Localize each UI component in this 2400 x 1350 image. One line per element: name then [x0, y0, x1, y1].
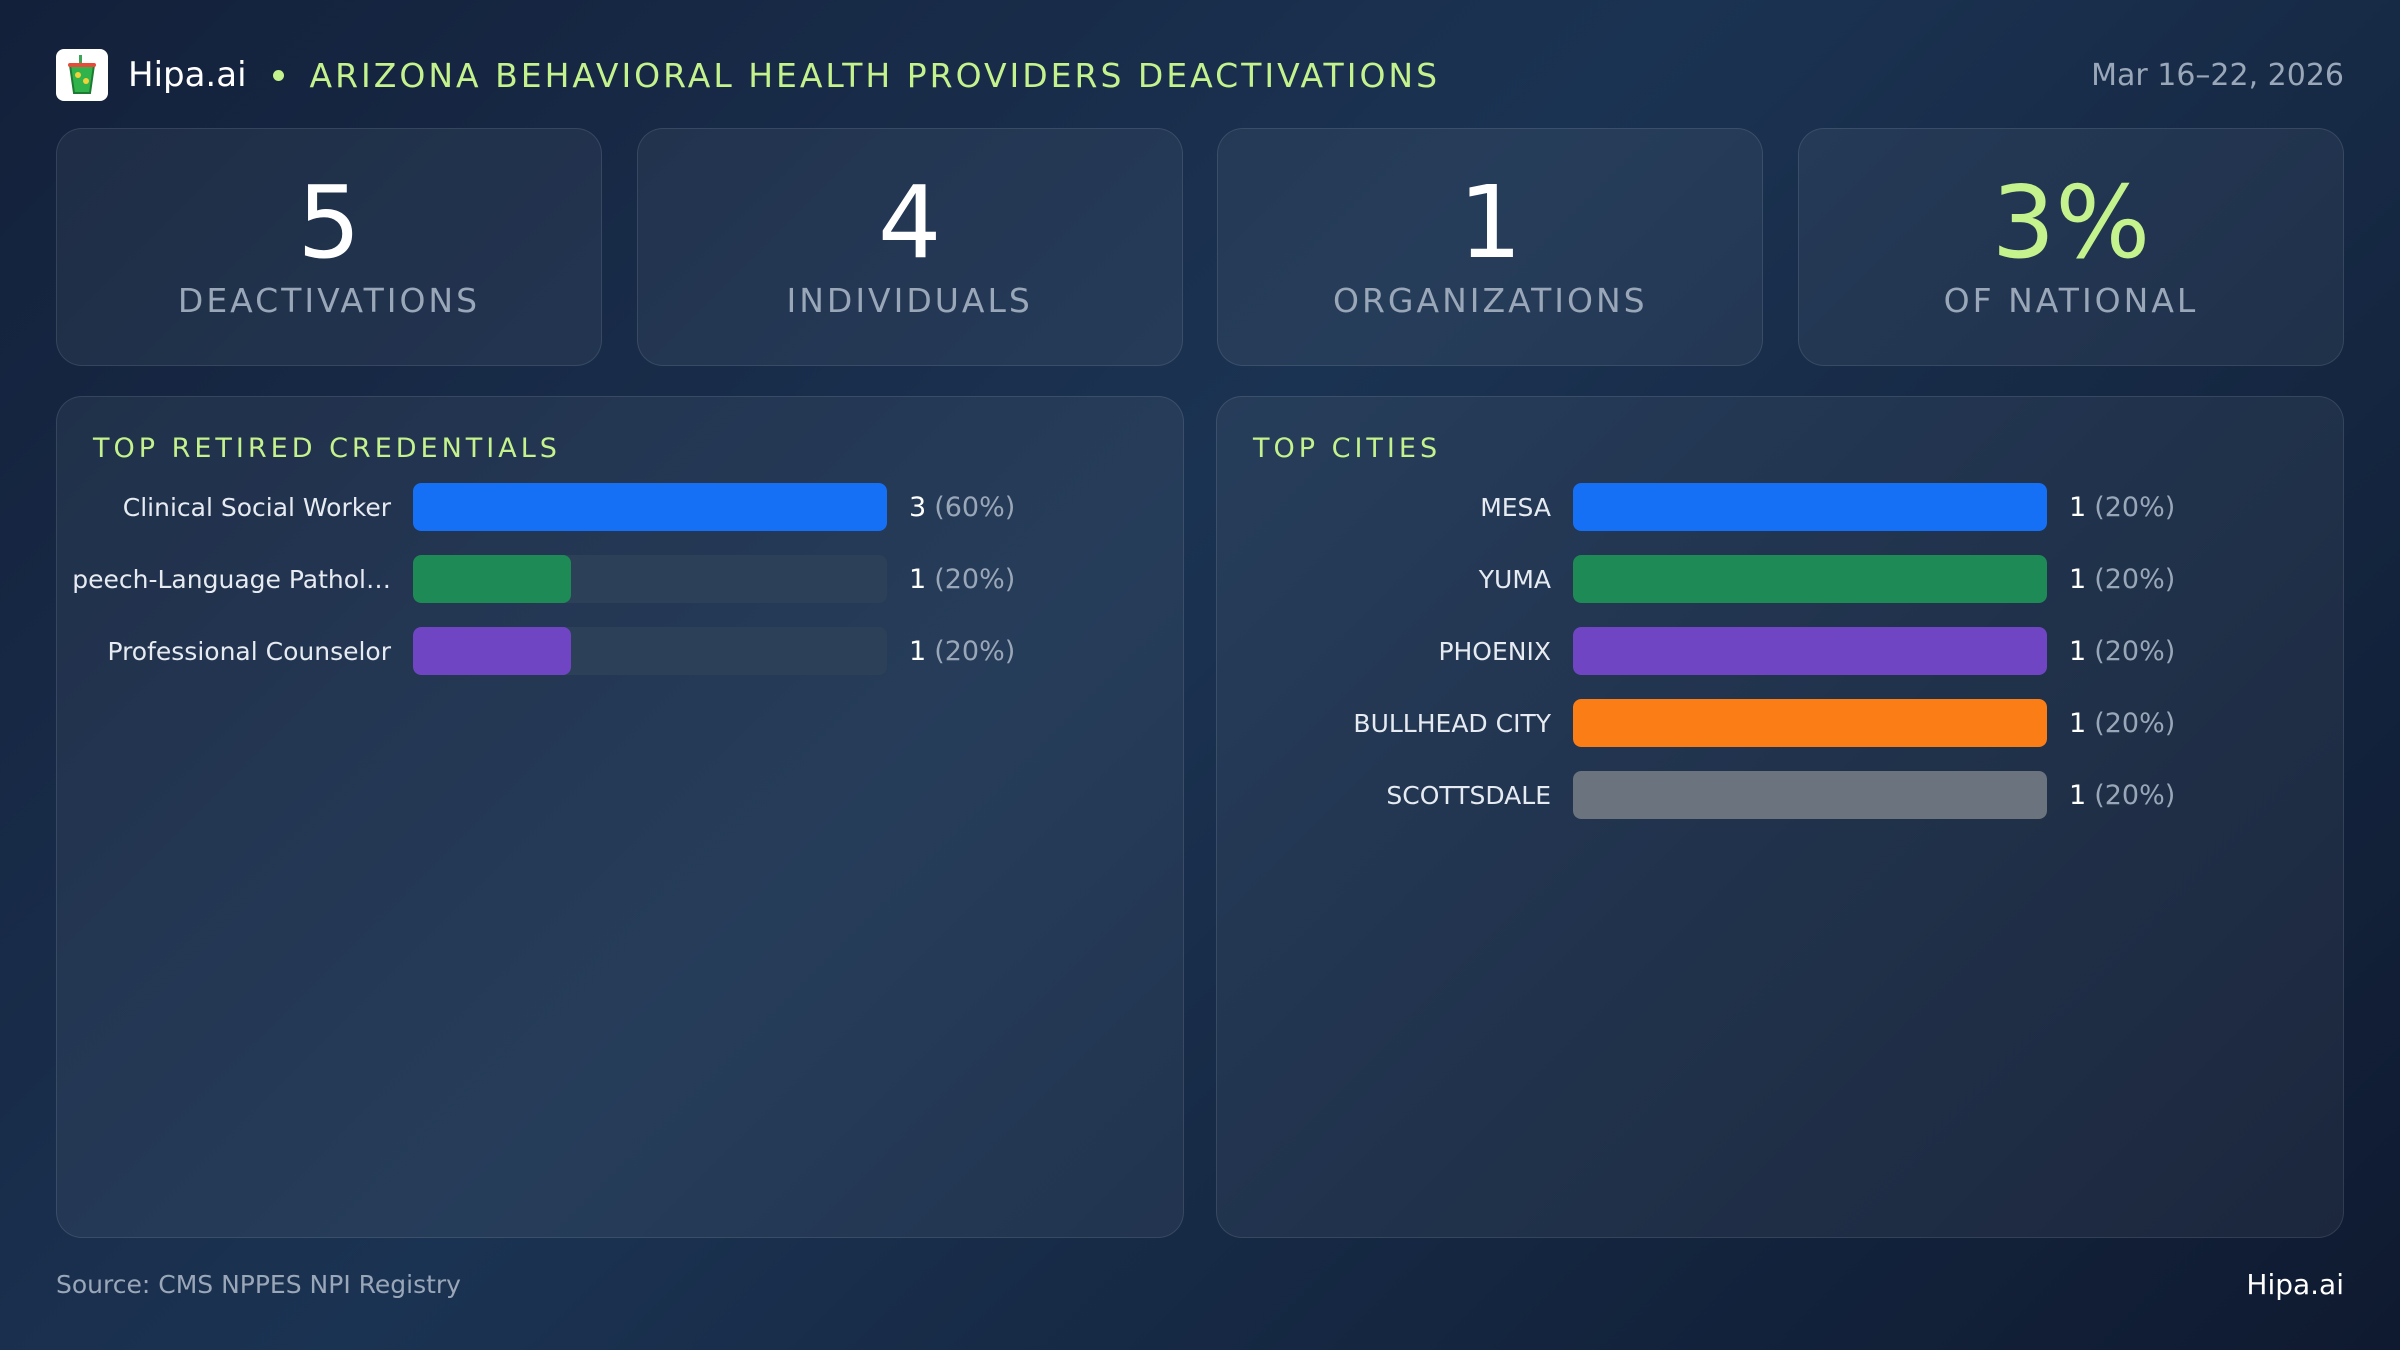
bar-percent: (20%): [934, 563, 1016, 595]
page-title: ARIZONA BEHAVIORAL HEALTH PROVIDERS DEAC…: [309, 55, 1441, 95]
bar-label: MESA: [1480, 492, 1551, 522]
cup-icon: [56, 49, 108, 101]
stat-card-individuals: 4 INDIVIDUALS: [636, 128, 1183, 366]
bar-fill: [1573, 771, 2047, 819]
header: Hipa.ai ARIZONA BEHAVIORAL HEALTH PROVID…: [56, 48, 2344, 102]
credentials-title: TOP RETIRED CREDENTIALS: [93, 433, 561, 464]
city-row: PHOENIX 1 (20%): [1217, 627, 2343, 675]
stat-card-national: 3% OF NATIONAL: [1797, 128, 2344, 366]
stat-value: 1: [1458, 164, 1523, 281]
bar-label: BULLHEAD CITY: [1353, 708, 1551, 738]
bar-label: PHOENIX: [1438, 636, 1551, 666]
stat-label: ORGANIZATIONS: [1333, 281, 1648, 320]
bar-track: [413, 555, 887, 603]
bar-percent: (20%): [2094, 491, 2176, 523]
bar-fill: [1573, 483, 2047, 531]
footer-brand: Hipa.ai: [2246, 1268, 2344, 1301]
source-note: Source: CMS NPPES NPI Registry: [56, 1270, 461, 1299]
bar-percent: (20%): [2094, 779, 2176, 811]
bar-count: 1: [2069, 635, 2087, 667]
bar-count: 3: [909, 491, 927, 523]
city-row: YUMA 1 (20%): [1217, 555, 2343, 603]
stat-card-deactivations: 5 DEACTIVATIONS: [56, 128, 602, 366]
stat-value: 5: [297, 164, 361, 281]
bar-track: [1573, 483, 2047, 531]
credential-row: Professional Counselor 1 (20%): [57, 627, 1183, 675]
stats-row: 5 DEACTIVATIONS 4 INDIVIDUALS 1 ORGANIZA…: [56, 128, 2344, 368]
bar-label: Professional Counselor: [107, 636, 391, 666]
credentials-list: Clinical Social Worker 3 (60%) peech-Langua…: [57, 483, 1183, 699]
bar-percent: (20%): [2094, 563, 2176, 595]
brand-name: Hipa.ai: [128, 55, 247, 95]
bar-label: Clinical Social Worker: [122, 492, 391, 522]
bar-fill: [413, 555, 571, 603]
bar-fill: [1573, 627, 2047, 675]
stat-label: DEACTIVATIONS: [177, 281, 481, 320]
city-row: SCOTTSDALE 1 (20%): [1217, 771, 2343, 819]
cities-title: TOP CITIES: [1253, 433, 1442, 464]
bar-count: 1: [2069, 563, 2087, 595]
bar-percent: (20%): [934, 635, 1016, 667]
bar-percent: (60%): [934, 491, 1016, 523]
cities-list: MESA 1 (20%) YUMA 1 (20%) PHOENIX 1 (20%) BULLHEA…: [1217, 483, 2343, 843]
bar-track: [413, 483, 887, 531]
bar-count: 1: [909, 563, 927, 595]
separator-dot: [272, 69, 284, 81]
bar-percent: (20%): [2094, 635, 2176, 667]
stat-label: OF NATIONAL: [1943, 281, 2199, 320]
credential-row: peech-Language Pathol… 1 (20%): [57, 555, 1183, 603]
credentials-panel: TOP RETIRED CREDENTIALS Clinical Social …: [56, 396, 1184, 1238]
bar-count: 1: [2069, 779, 2087, 811]
city-row: MESA 1 (20%): [1217, 483, 2343, 531]
bar-track: [1573, 627, 2047, 675]
bar-fill: [413, 627, 571, 675]
bar-track: [1573, 699, 2047, 747]
bar-fill: [1573, 699, 2047, 747]
bar-count: 1: [2069, 491, 2087, 523]
bar-label: YUMA: [1478, 564, 1551, 594]
bar-label: peech-Language Pathol…: [72, 564, 391, 594]
bar-percent: (20%): [2094, 707, 2176, 739]
city-row: BULLHEAD CITY 1 (20%): [1217, 699, 2343, 747]
credential-row: Clinical Social Worker 3 (60%): [57, 483, 1183, 531]
bar-label: SCOTTSDALE: [1386, 780, 1551, 810]
bar-fill: [1573, 555, 2047, 603]
bar-count: 1: [2069, 707, 2087, 739]
bar-track: [413, 627, 887, 675]
stat-card-organizations: 1 ORGANIZATIONS: [1217, 128, 1764, 366]
bar-track: [1573, 771, 2047, 819]
cities-panel: TOP CITIES MESA 1 (20%) YUMA 1 (20%) PHOENIX 1(…: [1216, 396, 2344, 1238]
bar-count: 1: [909, 635, 927, 667]
stat-label: INDIVIDUALS: [786, 281, 1033, 320]
stat-value: 3%: [1991, 164, 2151, 281]
date-range: Mar 16–22, 2026: [2091, 57, 2344, 93]
bar-track: [1573, 555, 2047, 603]
stat-value: 4: [877, 164, 942, 281]
bar-fill: [413, 483, 887, 531]
